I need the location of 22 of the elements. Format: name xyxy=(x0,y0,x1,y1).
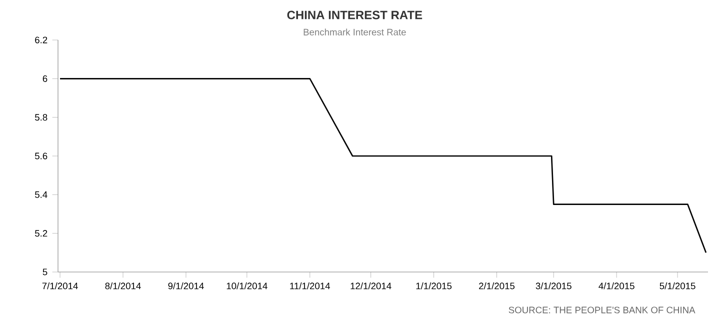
x-tick-label: 7/1/2014 xyxy=(42,282,78,290)
source-note: SOURCE: THE PEOPLE'S BANK OF CHINA xyxy=(508,306,696,314)
chart-subtitle: Benchmark Interest Rate xyxy=(304,28,406,36)
x-tick-label: 11/1/2014 xyxy=(290,282,330,290)
y-tick-label: 5.2 xyxy=(35,230,48,237)
x-tick-label: 2/1/2015 xyxy=(479,282,515,290)
x-tick-label: 9/1/2014 xyxy=(168,282,204,290)
chart-title: CHINA INTEREST RATE xyxy=(287,10,422,20)
x-tick-label: 12/1/2014 xyxy=(350,282,392,290)
y-tick-label: 5.4 xyxy=(35,191,48,198)
y-tick-label: 5 xyxy=(42,268,48,276)
x-tick-label: 1/1/2015 xyxy=(416,282,452,290)
y-tick-label: 5.8 xyxy=(35,114,48,121)
y-tick-label: 6.2 xyxy=(35,36,48,44)
x-tick-label: 8/1/2014 xyxy=(105,282,141,290)
line-series xyxy=(59,78,707,254)
x-tick-label: 5/1/2015 xyxy=(660,282,696,290)
x-tick-label: 4/1/2015 xyxy=(598,282,634,290)
x-tick-label: 10/1/2014 xyxy=(226,282,268,290)
x-tick-label: 3/1/2015 xyxy=(536,282,572,290)
y-tick-label: 5.6 xyxy=(35,152,48,160)
y-tick-label: 6 xyxy=(42,75,48,82)
